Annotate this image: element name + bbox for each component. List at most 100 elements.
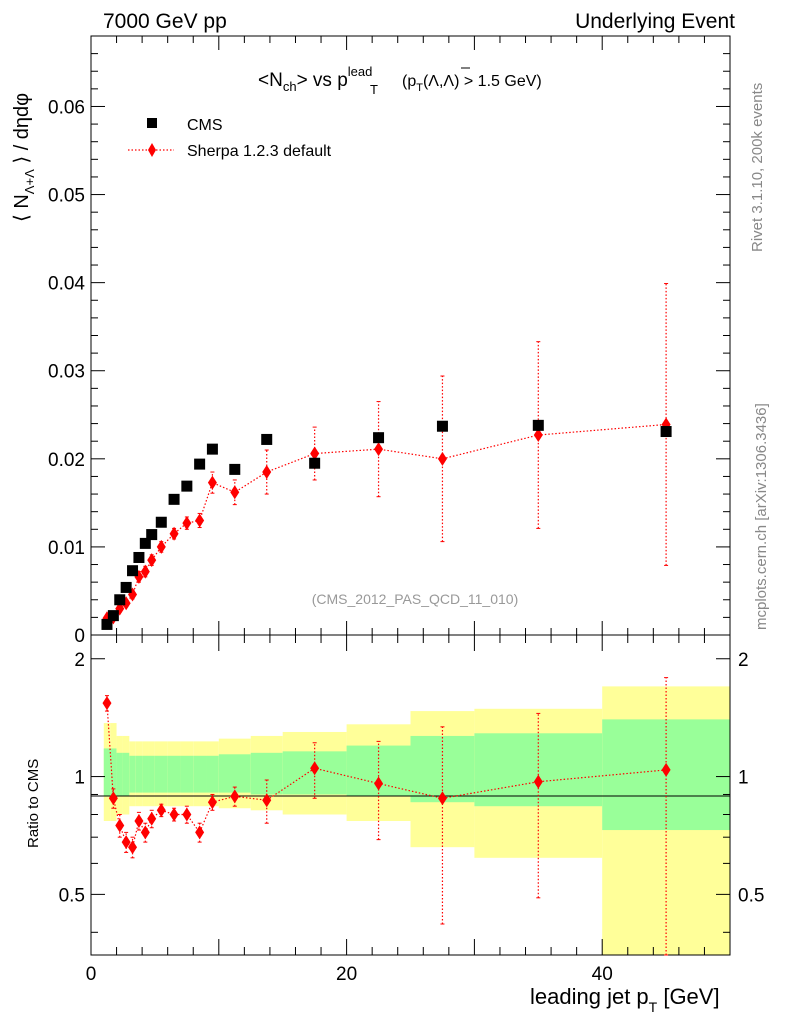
ylabel-part-b: ⟩ / dηdφ [11, 93, 33, 169]
ratio-band-inner [142, 755, 149, 793]
mc-point-ratio [156, 803, 166, 818]
analysis-watermark: (CMS_2012_PAS_QCD_11_010) [312, 591, 519, 607]
rivet-label: Rivet 3.1.10, 200k events [749, 83, 766, 252]
mc-point-main [147, 553, 157, 568]
mc-point-main [207, 475, 217, 490]
title-part-c-sub: T [416, 82, 423, 94]
xlabel-part-b: [GeV] [657, 984, 719, 1009]
ylabel-part-a: ⟨ N [11, 194, 33, 222]
mc-point-ratio [115, 818, 125, 833]
main-y-tick-label: 0 [74, 626, 85, 647]
ratio-y-tick-label-right: 2 [738, 650, 749, 671]
ylabel-part-a-sub: Λ+Λ [22, 169, 37, 194]
ratio-band-inner [193, 755, 207, 793]
main-y-tick-labels: 0 0.01 0.02 0.03 0.04 0.05 0.06 [48, 97, 85, 647]
mc-point-ratio [147, 811, 157, 826]
ratio-y-tick-label-left: 0.5 [59, 885, 85, 906]
title-part-d: (Λ,Λ) > 1.5 GeV) [423, 73, 542, 90]
mc-point-ratio [661, 762, 671, 777]
main-y-axis-label: ⟨ NΛ+Λ ⟩ / dηdφ [11, 93, 37, 222]
cms-point [155, 516, 167, 528]
ratio-band-inner [154, 755, 168, 793]
cms-point [120, 581, 132, 593]
main-axis-ticks [90, 35, 731, 636]
cms-point [206, 443, 218, 455]
ratio-y-tick-label-right: 1 [738, 768, 749, 789]
mc-point-main [262, 465, 272, 480]
title-part-c: (p [402, 73, 416, 90]
title-part-a: <N [258, 70, 283, 91]
cms-series-main [101, 419, 672, 630]
cms-point [373, 432, 385, 444]
ratio-y-tick-label-right: 0.5 [738, 885, 764, 906]
mc-point-ratio [207, 795, 217, 810]
mc-point-ratio [134, 813, 144, 828]
xlabel-part-a: leading jet p [530, 984, 649, 1009]
legend-mc-marker [148, 143, 156, 157]
mc-point-ratio [108, 791, 118, 806]
mc-point-ratio [437, 791, 447, 806]
mc-point-ratio [169, 807, 179, 822]
main-y-tick-label: 0.04 [48, 274, 85, 295]
ratio-uncertainty-bands [103, 686, 730, 955]
mc-point-main [310, 446, 320, 461]
cms-point [436, 420, 448, 432]
title-tail: (pT(Λ,Λ) > 1.5 GeV) [402, 73, 542, 94]
legend-cms-marker [147, 118, 157, 128]
cms-point [114, 594, 126, 606]
main-y-tick-label: 0.01 [48, 538, 85, 559]
ratio-y-tick-label-left: 2 [74, 650, 85, 671]
ratio-band-inner [148, 755, 155, 793]
mc-series-ratio [102, 677, 671, 956]
mc-point-ratio [102, 696, 112, 711]
main-y-tick-label: 0.03 [48, 362, 85, 383]
mc-point-ratio [195, 825, 205, 840]
cms-point [261, 433, 273, 445]
mc-point-main [374, 442, 384, 457]
cms-point [532, 419, 544, 431]
cms-point [309, 457, 321, 469]
ratio-band-inner [180, 755, 194, 793]
main-y-tick-label: 0.05 [48, 186, 85, 207]
cms-point [107, 610, 119, 622]
ratio-y-axis-label: Ratio to CMS [25, 759, 42, 848]
mc-point-ratio [533, 774, 543, 789]
mc-line-main [106, 423, 667, 619]
cms-point [133, 551, 145, 563]
mc-point-main [140, 564, 150, 579]
title-part-b-sup: lead [348, 64, 373, 79]
ratio-band-inner [206, 755, 219, 793]
cms-point [146, 529, 158, 541]
ratio-frame [90, 634, 731, 956]
ratio-axis-ticks [90, 635, 731, 955]
ratio-band-inner [167, 755, 181, 793]
ratio-band-inner [135, 755, 143, 793]
x-tick-label: 20 [336, 964, 357, 985]
mc-point-ratio [262, 793, 272, 808]
mc-point-ratio [310, 761, 320, 776]
xlabel-part-a-sub: T [649, 999, 658, 1015]
main-y-tick-label: 0.02 [48, 450, 85, 471]
mc-point-main [437, 451, 447, 466]
x-tick-labels: 0 20 40 [86, 964, 613, 985]
cms-point [660, 426, 672, 438]
mc-point-main [156, 539, 166, 554]
ratio-band-inner [129, 755, 136, 793]
title-part-b-sub: T [370, 82, 378, 97]
legend: CMS Sherpa 1.2.3 default [128, 117, 332, 160]
cms-point [101, 618, 113, 630]
mc-series-main [102, 283, 671, 626]
mc-line-ratio [106, 703, 667, 849]
x-tick-label: 0 [86, 964, 97, 985]
ratio-y-tick-labels: 0.5 0.5 1 1 2 2 [59, 650, 765, 907]
ratio-panel: 0.5 0.5 1 1 2 2 0 20 40 Ratio to CMS leading je… [25, 634, 765, 1015]
mc-point-ratio [374, 776, 384, 791]
cms-point [127, 565, 139, 577]
header-right: Underlying Event [575, 10, 735, 33]
header-left: 7000 GeV pp [103, 10, 227, 33]
ratio-band-inner [250, 752, 283, 795]
legend-mc-label: Sherpa 1.2.3 default [187, 143, 332, 160]
cms-point [139, 537, 151, 549]
mc-point-main [169, 526, 179, 541]
